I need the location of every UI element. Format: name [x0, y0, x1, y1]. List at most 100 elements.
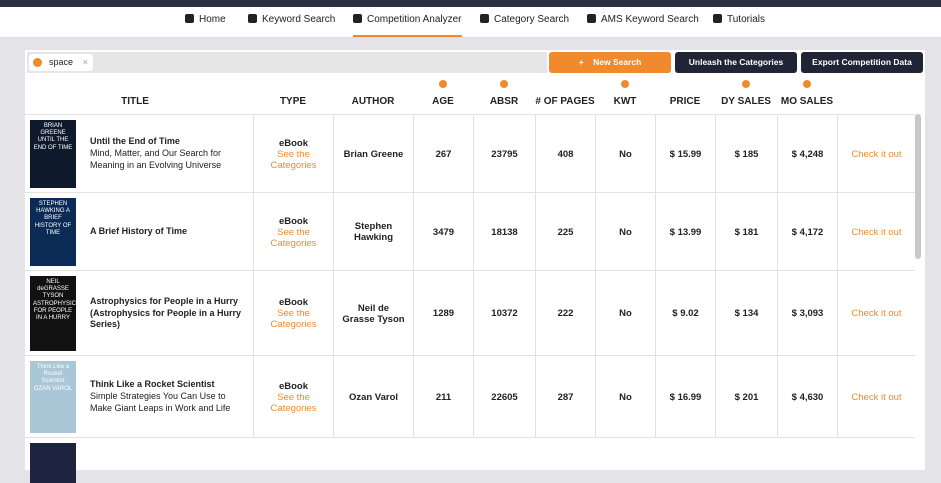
age-cell: 211 — [413, 356, 473, 438]
categories-link[interactable]: See the Categories — [270, 148, 317, 171]
type-cell: eBook See the Categories — [253, 271, 333, 356]
price: $ 9.02 — [672, 308, 699, 319]
table-row: STEPHEN HAWKING A BRIEF HISTORY OF TIME A… — [25, 192, 915, 271]
book-title-block: Astrophysics for People in a Hurry (Astr… — [90, 294, 250, 334]
nav-label: AMS Keyword Search — [601, 14, 699, 25]
check-it-out-link[interactable]: Check it out — [851, 308, 902, 319]
table-row: Think Like a Rocket Scientist OZAN VAROL… — [25, 355, 915, 438]
categories-link[interactable]: See the Categories — [270, 391, 317, 414]
nav-label: Home — [199, 14, 226, 25]
book-title-block: Until the End of Time Mind, Matter, and O… — [90, 134, 250, 174]
absr-cell: 23795 — [473, 115, 535, 193]
kwt-cell: No — [595, 115, 655, 193]
top-border — [0, 0, 941, 7]
book-type: eBook — [278, 297, 309, 308]
nav-icon — [353, 14, 362, 23]
author-cell: Stephen Hawking — [333, 193, 413, 271]
column-header: KWT — [613, 96, 637, 107]
book-title: Until the End of Time — [90, 136, 180, 147]
book-type: eBook — [278, 137, 309, 149]
nav-label: Category Search — [494, 14, 570, 25]
dy-sales-cell: $ 181 — [715, 193, 777, 271]
table-row — [25, 437, 915, 483]
dy-sales: $ 134 — [734, 308, 759, 319]
mo-sales: $ 4,248 — [791, 148, 824, 160]
mo-sales: $ 4,630 — [791, 391, 824, 403]
search-tag-bar: space × — [27, 52, 547, 73]
column-header: TYPE — [279, 96, 307, 107]
kwt: No — [619, 308, 632, 319]
author: Ozan Varol — [348, 391, 399, 403]
new-search-button[interactable]: + New Search — [549, 52, 671, 73]
nav-item[interactable]: Keyword Search — [248, 7, 335, 35]
check-it-out-link[interactable]: Check it out — [851, 391, 902, 403]
nav-item[interactable]: Home — [185, 7, 226, 35]
type-cell: eBook See the Categories — [253, 115, 333, 193]
categories-link[interactable]: See the Categories — [270, 308, 317, 330]
help-icon — [803, 80, 811, 88]
book-subtitle: Simple Strategies You Can Use to Make Gi… — [90, 391, 231, 413]
pages-cell: 222 — [535, 271, 595, 356]
kwt: No — [619, 148, 632, 160]
mo-sales-cell: $ 3,093 — [777, 271, 837, 356]
age: 211 — [435, 391, 452, 403]
author: Neil de Grasse Tyson — [342, 302, 405, 325]
nav-icon — [480, 14, 489, 23]
nav-item[interactable]: Category Search — [480, 7, 569, 35]
check-it-out-link[interactable]: Check it out — [851, 148, 902, 160]
absr: 18138 — [491, 226, 518, 238]
column-header: # OF PAGES — [535, 96, 595, 107]
dy-sales-cell: $ 185 — [715, 115, 777, 193]
check-it-out-link[interactable]: Check it out — [851, 226, 902, 238]
export-button[interactable]: Export Competition Data — [801, 52, 923, 73]
help-icon — [439, 80, 447, 88]
kwt-cell: No — [595, 271, 655, 356]
mo-sales-cell: $ 4,172 — [777, 193, 837, 271]
pages-cell: 225 — [535, 193, 595, 271]
absr: 10372 — [491, 308, 518, 319]
search-tag[interactable]: space × — [29, 54, 94, 71]
categories-link[interactable]: See the Categories — [270, 226, 317, 249]
column-header: MO SALES — [780, 96, 834, 107]
nav-bar: Home Keyword Search Competition Analyzer Ca… — [0, 7, 941, 38]
author: Brian Greene — [343, 148, 404, 160]
column-header: PRICE — [669, 96, 701, 107]
action-cell: Check it out — [837, 356, 915, 438]
absr-cell: 10372 — [473, 271, 535, 356]
nav-icon — [713, 14, 722, 23]
mo-sales-cell: $ 4,630 — [777, 356, 837, 438]
button-text: New Search — [593, 57, 642, 67]
type-cell: eBook See the Categories — [253, 193, 333, 271]
pages-cell: 287 — [535, 356, 595, 438]
type-cell: eBook See the Categories — [253, 356, 333, 438]
button-text: Unleash the Categories — [688, 57, 784, 67]
age-cell: 3479 — [413, 193, 473, 271]
nav-icon — [185, 14, 194, 23]
table-row: NEIL deGRASSE TYSON ASTROPHYSICS FOR PEO… — [25, 270, 915, 356]
nav-label: Tutorials — [727, 14, 765, 25]
column-header: AGE — [432, 96, 454, 107]
price-cell: $ 9.02 — [655, 271, 715, 356]
nav-label: Keyword Search — [262, 14, 336, 25]
nav-item[interactable]: Tutorials — [713, 7, 765, 35]
help-icon — [742, 80, 750, 88]
book-cover: BRIAN GREENE UNTIL THE END OF TIME — [30, 120, 76, 188]
absr-cell: 22605 — [473, 356, 535, 438]
nav-item[interactable]: Competition Analyzer — [353, 7, 462, 37]
pages: 225 — [557, 226, 574, 238]
author-cell: Neil de Grasse Tyson — [333, 271, 413, 356]
scrollbar[interactable] — [915, 114, 921, 259]
column-header: ABSR — [489, 96, 519, 107]
author-cell: Brian Greene — [333, 115, 413, 193]
table-row: BRIAN GREENE UNTIL THE END OF TIME Until … — [25, 114, 915, 193]
pages-cell: 408 — [535, 115, 595, 193]
price: $ 16.99 — [669, 391, 702, 403]
age: 3479 — [432, 226, 455, 238]
tag-text: space — [49, 57, 74, 67]
nav-item[interactable]: AMS Keyword Search — [587, 7, 699, 35]
unleash-button[interactable]: Unleash the Categories — [675, 52, 797, 73]
dy-sales: $ 201 — [734, 391, 759, 403]
nav-label: Competition Analyzer — [367, 14, 462, 25]
dy-sales-cell: $ 201 — [715, 356, 777, 438]
